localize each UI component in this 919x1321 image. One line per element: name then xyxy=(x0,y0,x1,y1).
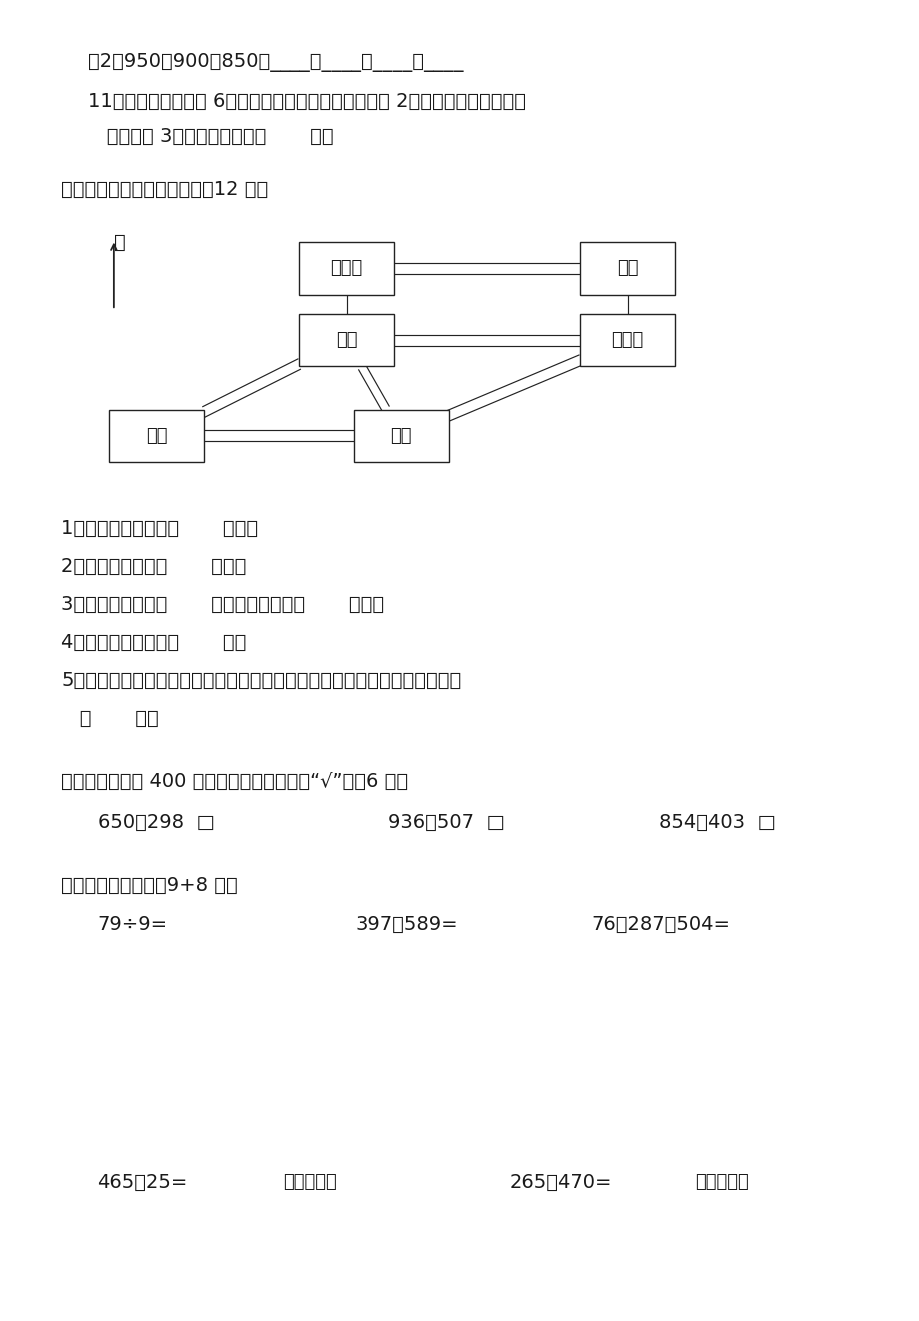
Text: 3、书店在学校的（       ）面，在超市的（       ）面。: 3、书店在学校的（ ）面，在超市的（ ）面。 xyxy=(62,596,384,614)
Text: 学校: 学校 xyxy=(145,427,167,445)
Text: 四、在结果小于 400 的算式后面的口里面画“√”。（6 分）: 四、在结果小于 400 的算式后面的口里面画“√”。（6 分） xyxy=(62,771,408,790)
Text: （2）950、900、850、____、____、____、____: （2）950、900、850、____、____、____、____ xyxy=(88,53,463,71)
Text: 邮局: 邮局 xyxy=(390,427,412,445)
Bar xyxy=(108,410,204,462)
Bar xyxy=(299,242,394,295)
Text: 265＋470=: 265＋470= xyxy=(509,1173,612,1192)
Text: （请验算）: （请验算） xyxy=(695,1173,748,1192)
Text: 854－403  □: 854－403 □ xyxy=(659,814,776,832)
Text: 超市: 超市 xyxy=(617,259,638,277)
Text: 465＋25=: 465＋25= xyxy=(97,1173,187,1192)
Text: 上的数少 3，这个三位数是（       ）。: 上的数少 3，这个三位数是（ ）。 xyxy=(88,127,334,147)
Bar xyxy=(299,314,394,366)
Text: 小红家: 小红家 xyxy=(330,259,362,277)
Text: 三、观察地图，发现路线。（12 分）: 三、观察地图，发现路线。（12 分） xyxy=(62,180,268,198)
Text: （       ）。: （ ）。 xyxy=(62,709,159,728)
Text: 397＋589=: 397＋589= xyxy=(356,915,458,934)
Text: （请验算）: （请验算） xyxy=(283,1173,336,1192)
Bar xyxy=(579,242,675,295)
Text: 书店: 书店 xyxy=(335,332,357,349)
Text: 1、超市在小红家的（       ）面。: 1、超市在小红家的（ ）面。 xyxy=(62,519,258,539)
Bar xyxy=(353,410,448,462)
Text: 5、小红从家里出发先向东走，然后向南，再向西，最后向东南走。小红到了: 5、小红从家里出发先向东走，然后向南，再向西，最后向东南走。小红到了 xyxy=(62,671,461,690)
Text: 五、用竖式计算。（9+8 分）: 五、用竖式计算。（9+8 分） xyxy=(62,876,238,896)
Bar xyxy=(579,314,675,366)
Text: 少年宫: 少年宫 xyxy=(611,332,643,349)
Text: 11、一个数十位上是 6，个位上的数字比十位上的数多 2，百位上的数字比十位: 11、一个数十位上是 6，个位上的数字比十位上的数多 2，百位上的数字比十位 xyxy=(88,92,526,111)
Text: 76＋287＋504=: 76＋287＋504= xyxy=(591,915,730,934)
Text: 936－507  □: 936－507 □ xyxy=(387,814,504,832)
Text: 650－298  □: 650－298 □ xyxy=(97,814,214,832)
Text: 79÷9=: 79÷9= xyxy=(97,915,167,934)
Text: 4、小红家的南面是（       ）。: 4、小红家的南面是（ ）。 xyxy=(62,633,246,653)
Text: 2、邮局在书店的（       ）面。: 2、邮局在书店的（ ）面。 xyxy=(62,557,246,576)
Text: 北: 北 xyxy=(114,232,126,252)
